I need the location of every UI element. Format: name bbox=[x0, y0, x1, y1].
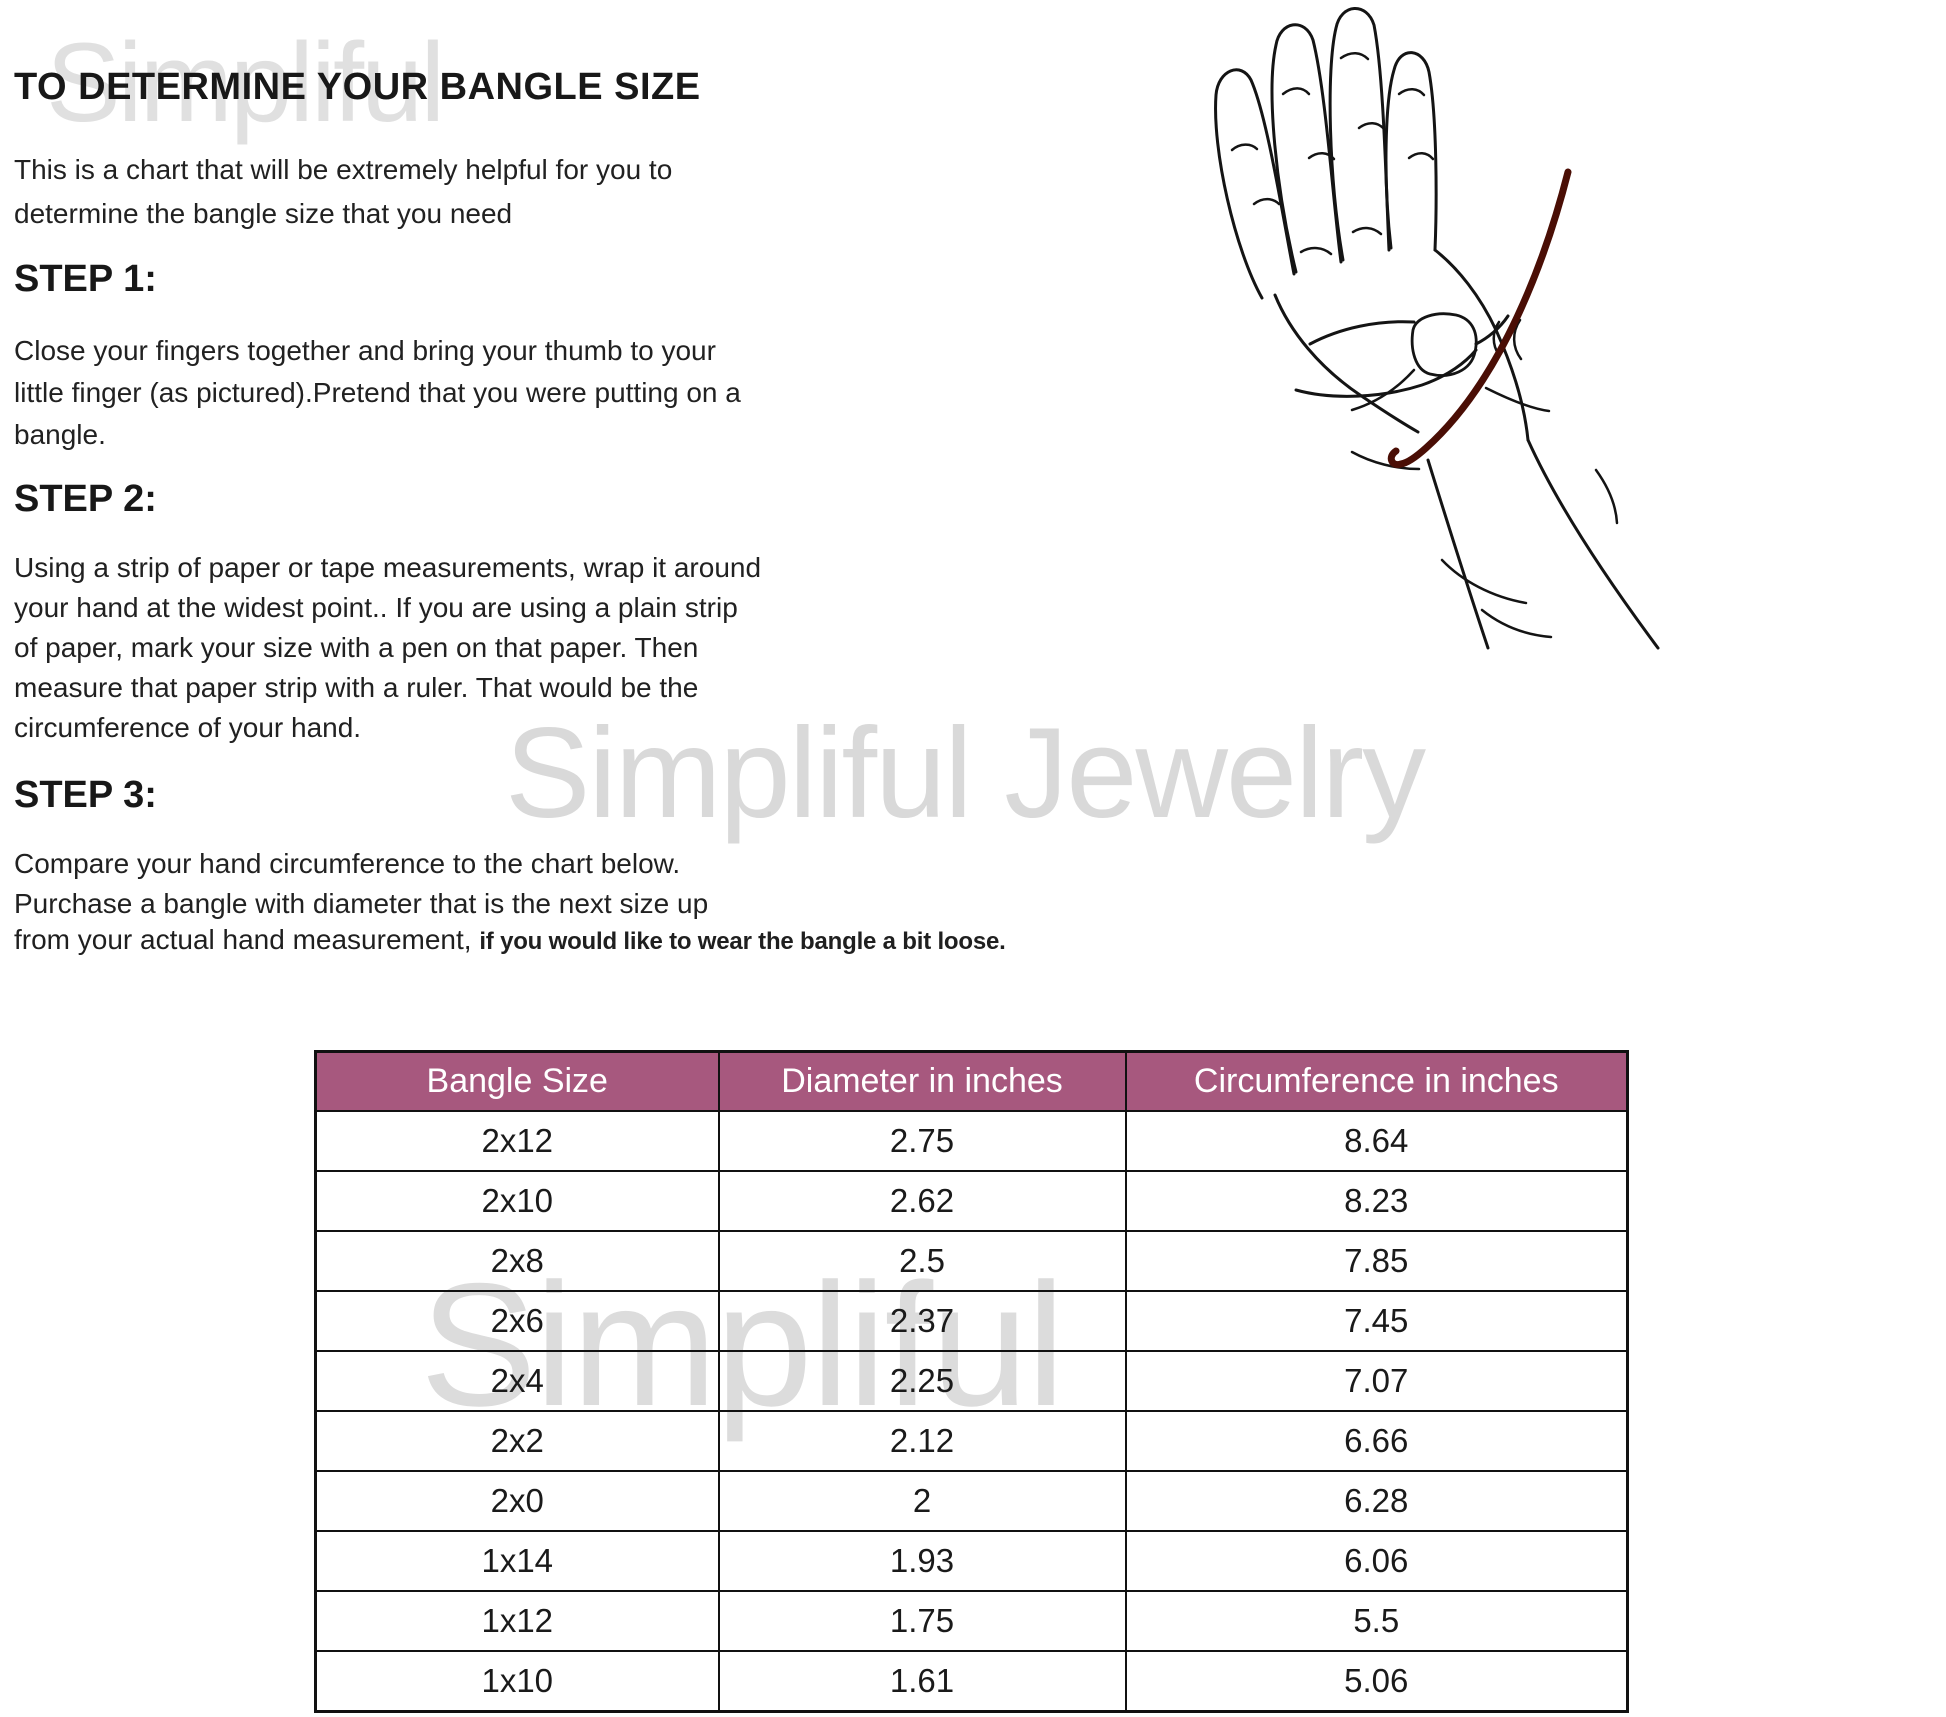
table-cell: 7.45 bbox=[1124, 1290, 1629, 1352]
watermark-simpliful-jewelry: Simpliful Jewelry bbox=[505, 702, 1426, 845]
table-cell: 6.06 bbox=[1124, 1530, 1629, 1592]
table-row: 2x4 2.25 7.07 bbox=[314, 1350, 1629, 1412]
table-cell: 8.23 bbox=[1124, 1170, 1629, 1232]
table-row: 1x10 1.61 5.06 bbox=[314, 1650, 1629, 1713]
table-row: 2x2 2.12 6.66 bbox=[314, 1410, 1629, 1472]
hand-measurement-illustration bbox=[1010, 0, 1946, 650]
table-cell: 1.61 bbox=[717, 1650, 1127, 1713]
table-cell: 2x10 bbox=[314, 1170, 720, 1232]
bangle-size-table: Bangle Size Diameter in inches Circumfer… bbox=[314, 1050, 1629, 1713]
watermark-simpliful-top: Simpliful bbox=[46, 20, 445, 145]
table-cell: 6.66 bbox=[1124, 1410, 1629, 1472]
table-row: 2x10 2.62 8.23 bbox=[314, 1170, 1629, 1232]
table-cell: 7.07 bbox=[1124, 1350, 1629, 1412]
step-1-heading: STEP 1: bbox=[14, 258, 157, 300]
table-cell: 2x6 bbox=[314, 1290, 720, 1352]
table-cell: 2x4 bbox=[314, 1350, 720, 1412]
table-header-bangle-size: Bangle Size bbox=[314, 1050, 720, 1112]
table-cell: 2.5 bbox=[717, 1230, 1127, 1292]
table-header-diameter: Diameter in inches bbox=[717, 1050, 1127, 1112]
table-body: 2x12 2.75 8.64 2x10 2.62 8.23 2x8 2.5 7.85 2x6 2.3… bbox=[314, 1110, 1629, 1713]
step-1-paragraph: Close your fingers together and bring yo… bbox=[14, 335, 741, 450]
table-cell: 1x10 bbox=[314, 1650, 720, 1713]
table-cell: 7.85 bbox=[1124, 1230, 1629, 1292]
table-cell: 5.06 bbox=[1124, 1650, 1629, 1713]
table-cell: 5.5 bbox=[1124, 1590, 1629, 1652]
table-cell: 8.64 bbox=[1124, 1110, 1629, 1172]
table-row: 1x12 1.75 5.5 bbox=[314, 1590, 1629, 1652]
table-row: 1x14 1.93 6.06 bbox=[314, 1530, 1629, 1592]
table-row: 2x0 2 6.28 bbox=[314, 1470, 1629, 1532]
table-cell: 2.75 bbox=[717, 1110, 1127, 1172]
table-cell: 1.93 bbox=[717, 1530, 1127, 1592]
intro-paragraph: This is a chart that will be extremely h… bbox=[14, 154, 673, 229]
page-title: TO DETERMINE YOUR BANGLE SIZE bbox=[14, 66, 701, 108]
table-row: 2x6 2.37 7.45 bbox=[314, 1290, 1629, 1352]
table-cell: 1x14 bbox=[314, 1530, 720, 1592]
step-2-paragraph: Using a strip of paper or tape measureme… bbox=[14, 552, 762, 743]
table-cell: 2.25 bbox=[717, 1350, 1127, 1412]
step-3-last-line: from your actual hand measurement, if yo… bbox=[14, 924, 1006, 956]
table-row: 2x8 2.5 7.85 bbox=[314, 1230, 1629, 1292]
table-cell: 2x2 bbox=[314, 1410, 720, 1472]
table-header-row: Bangle Size Diameter in inches Circumfer… bbox=[314, 1050, 1629, 1112]
table-cell: 6.28 bbox=[1124, 1470, 1629, 1532]
table-cell: 1.75 bbox=[717, 1590, 1127, 1652]
table-header-circumference: Circumference in inches bbox=[1124, 1050, 1629, 1112]
step-3-last-line-normal: from your actual hand measurement, bbox=[14, 924, 480, 955]
table-cell: 2.12 bbox=[717, 1410, 1127, 1472]
table-cell: 2x12 bbox=[314, 1110, 720, 1172]
table-cell: 2.37 bbox=[717, 1290, 1127, 1352]
table-cell: 2x8 bbox=[314, 1230, 720, 1292]
step-3-last-line-accent: if you would like to wear the bangle a b… bbox=[479, 928, 1006, 955]
step-3-heading: STEP 3: bbox=[14, 774, 157, 816]
hand-with-strap-icon bbox=[1214, 7, 1660, 650]
step-2-heading: STEP 2: bbox=[14, 478, 157, 520]
measuring-strap bbox=[1387, 168, 1572, 468]
table-cell: 1x12 bbox=[314, 1590, 720, 1652]
table-row: 2x12 2.75 8.64 bbox=[314, 1110, 1629, 1172]
table-cell: 2 bbox=[717, 1470, 1127, 1532]
table-cell: 2x0 bbox=[314, 1470, 720, 1532]
table-cell: 2.62 bbox=[717, 1170, 1127, 1232]
step-3-paragraph: Compare your hand circumference to the c… bbox=[14, 848, 709, 919]
